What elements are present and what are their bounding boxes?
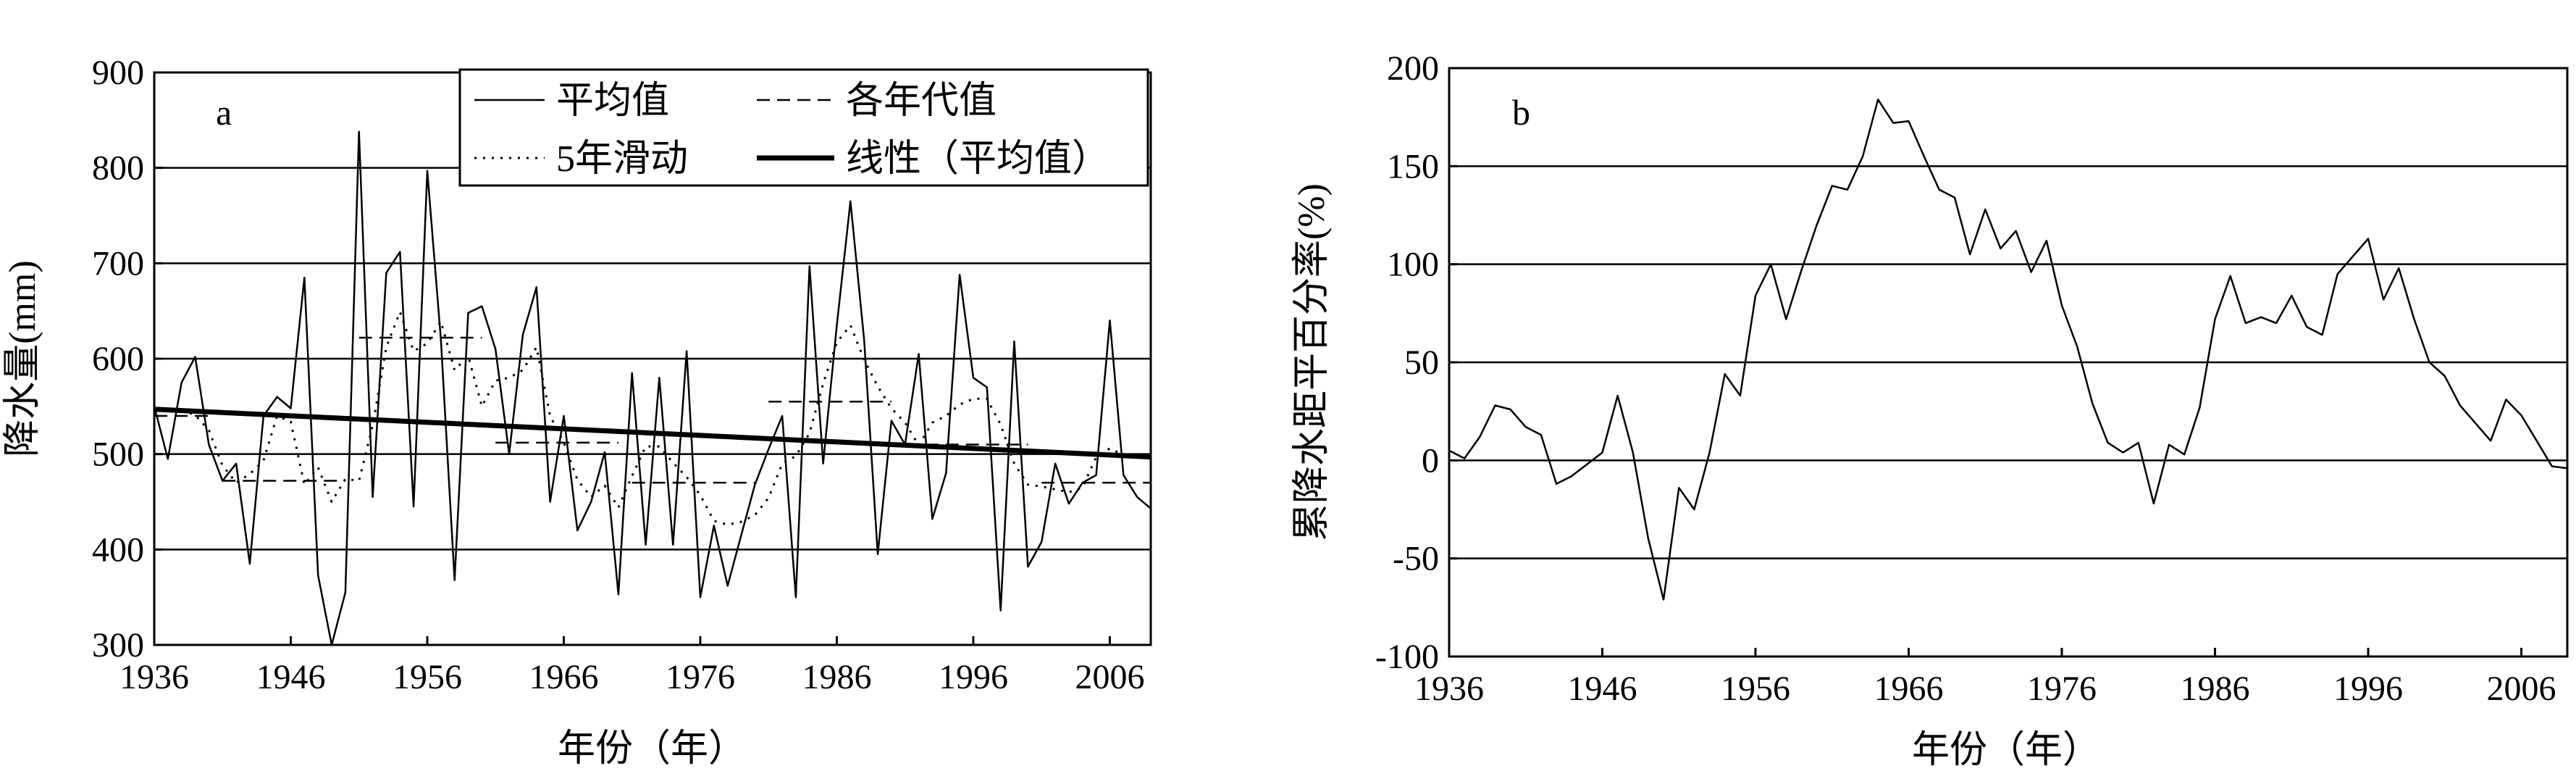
x-tick-label: 2006	[2487, 670, 2556, 708]
x-tick-labels: 1936 1946 1956 1966 1976 1986 1996 2006	[119, 658, 1144, 696]
y-tick-label: 900	[92, 54, 144, 92]
panel-label: a	[216, 92, 232, 133]
legend: 平均值 各年代值 5年滑动 线性（平均值）	[458, 68, 1149, 187]
legend-box	[458, 68, 1149, 187]
legend-label-linear: 线性（平均值）	[846, 138, 1109, 180]
legend-label-moving: 5年滑动	[556, 138, 688, 180]
x-tick-label: 1966	[1874, 670, 1944, 708]
y-tick-label: 600	[92, 340, 144, 378]
annual-mean-line	[153, 130, 1151, 646]
tick-marks	[1448, 67, 2523, 658]
chart-panel-b: -100 -50 0 50 100 150 200 1936 1946 1956 1966 1976…	[1291, 49, 2569, 771]
y-tick-label: 50	[1404, 343, 1439, 382]
gridlines	[154, 167, 1151, 551]
x-tick-label: 2006	[1075, 658, 1144, 696]
x-tick-label: 1946	[256, 658, 325, 696]
x-tick-label: 1936	[1414, 670, 1484, 708]
x-tick-label: 1986	[2181, 670, 2250, 708]
y-tick-label: 300	[92, 626, 144, 664]
x-tick-label: 1946	[1568, 670, 1637, 708]
x-tick-label: 1986	[802, 658, 871, 696]
x-tick-label: 1956	[1721, 670, 1790, 708]
y-tick-label: 100	[1387, 246, 1439, 284]
y-tick-labels: -100 -50 0 50 100 150 200	[1375, 49, 1439, 676]
x-tick-label: 1966	[529, 658, 598, 696]
tick-marks	[153, 71, 1111, 646]
y-tick-label: -100	[1375, 638, 1439, 676]
data-series	[1448, 99, 2568, 601]
linear-trend-line	[154, 407, 1151, 460]
y-tick-label: 500	[92, 435, 144, 474]
x-axis-title: 年份（年）	[1912, 730, 2100, 771]
x-tick-label: 1936	[119, 658, 189, 696]
x-tick-label: 1976	[666, 658, 735, 696]
y-tick-label: 800	[92, 149, 144, 188]
x-tick-label: 1976	[2027, 670, 2097, 708]
legend-label-decade: 各年代值	[846, 80, 997, 122]
y-tick-label: 0	[1422, 441, 1439, 480]
x-axis-title: 年份（年）	[558, 728, 746, 770]
y-tick-label: 700	[92, 244, 144, 283]
gridlines	[1449, 165, 2567, 559]
y-axis-title: 降水量(mm)	[2, 260, 43, 457]
data-series	[153, 130, 1151, 646]
cumulative-anomaly-line	[1448, 99, 2568, 601]
y-tick-label: 400	[92, 530, 144, 569]
x-tick-label: 1996	[939, 658, 1008, 696]
y-tick-label: -50	[1393, 540, 1439, 578]
legend-label-mean: 平均值	[556, 80, 669, 122]
y-tick-label: 200	[1387, 49, 1439, 88]
panel-label: b	[1512, 92, 1530, 133]
x-tick-labels: 1936 1946 1956 1966 1976 1986 1996 2006	[1414, 670, 2556, 708]
y-tick-label: 150	[1387, 147, 1439, 186]
x-tick-label: 1956	[393, 658, 462, 696]
x-tick-label: 1996	[2333, 670, 2403, 708]
y-axis-title: 累降水距平百分率(%)	[1291, 183, 1333, 541]
y-tick-labels: 300 400 500 600 700 800 900	[92, 54, 144, 664]
